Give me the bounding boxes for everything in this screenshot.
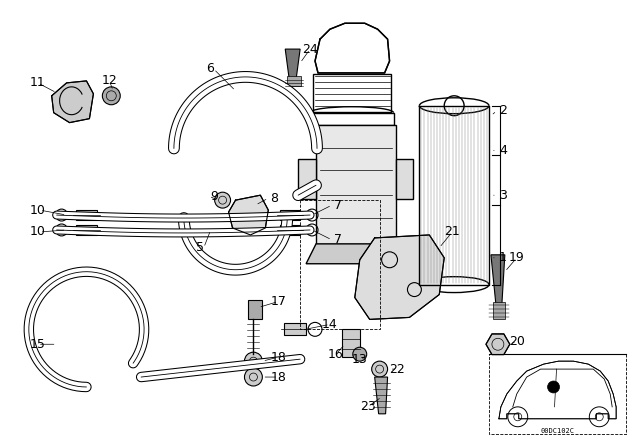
- Bar: [493, 302, 505, 319]
- Polygon shape: [374, 377, 388, 414]
- Polygon shape: [52, 81, 93, 123]
- Polygon shape: [486, 334, 510, 354]
- Text: 24: 24: [302, 43, 318, 56]
- Text: 7: 7: [334, 233, 342, 246]
- Circle shape: [214, 192, 230, 208]
- Bar: [342, 329, 360, 357]
- Text: 9: 9: [211, 190, 218, 202]
- Text: 4: 4: [499, 144, 507, 157]
- Text: 1: 1: [499, 251, 507, 264]
- Text: 00DC102C: 00DC102C: [541, 428, 575, 434]
- Text: 6: 6: [205, 62, 214, 75]
- Text: 21: 21: [444, 225, 460, 238]
- Text: 23: 23: [360, 401, 376, 414]
- Circle shape: [372, 361, 388, 377]
- Text: 12: 12: [101, 74, 117, 87]
- Polygon shape: [315, 23, 390, 73]
- Polygon shape: [396, 159, 413, 199]
- Text: 2: 2: [499, 104, 507, 117]
- Bar: [76, 225, 97, 235]
- Text: 10: 10: [30, 203, 45, 216]
- Polygon shape: [499, 361, 616, 419]
- Bar: [280, 210, 300, 220]
- Polygon shape: [228, 195, 268, 235]
- Bar: [76, 210, 97, 220]
- Circle shape: [244, 368, 262, 386]
- Circle shape: [548, 381, 559, 393]
- Text: 8: 8: [270, 192, 278, 205]
- Polygon shape: [285, 49, 300, 79]
- Text: 14: 14: [322, 318, 338, 331]
- Polygon shape: [248, 300, 262, 319]
- Bar: [287, 76, 301, 86]
- Text: 7: 7: [334, 198, 342, 211]
- Bar: [280, 225, 300, 235]
- Text: 22: 22: [390, 362, 405, 375]
- Circle shape: [102, 87, 120, 105]
- Text: 18: 18: [270, 351, 286, 364]
- Bar: [489, 354, 626, 434]
- Polygon shape: [491, 255, 505, 305]
- Circle shape: [353, 347, 367, 361]
- Text: 19: 19: [509, 251, 525, 264]
- Text: 10: 10: [30, 225, 45, 238]
- Polygon shape: [355, 235, 444, 319]
- Polygon shape: [298, 159, 316, 199]
- Bar: [300, 200, 380, 329]
- Circle shape: [244, 352, 262, 370]
- Bar: [313, 74, 390, 112]
- Polygon shape: [306, 244, 406, 264]
- Text: 20: 20: [509, 335, 525, 348]
- Text: 11: 11: [30, 76, 45, 90]
- Text: 13: 13: [352, 353, 367, 366]
- Text: 17: 17: [270, 295, 286, 308]
- Text: 15: 15: [30, 338, 45, 351]
- Bar: [310, 113, 394, 125]
- Text: 16: 16: [328, 348, 344, 361]
- Text: 3: 3: [499, 189, 507, 202]
- Text: 5: 5: [196, 241, 204, 254]
- Bar: [284, 323, 306, 335]
- Polygon shape: [316, 125, 396, 244]
- Text: 18: 18: [270, 370, 286, 383]
